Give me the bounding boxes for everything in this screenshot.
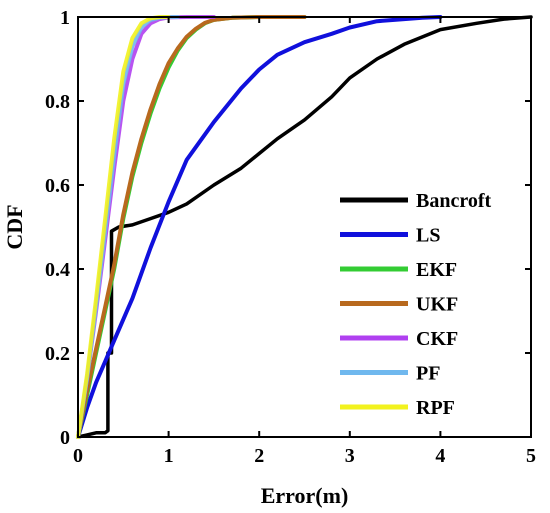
x-tick-label: 1 xyxy=(164,445,174,467)
x-tick-label: 0 xyxy=(73,445,83,467)
series-line-ls xyxy=(76,15,443,439)
legend-label-ekf: EKF xyxy=(416,259,457,281)
y-tick-label: 1 xyxy=(60,7,70,29)
y-tick-label: 0 xyxy=(60,427,70,449)
x-tick-label: 4 xyxy=(435,445,445,467)
legend-label-ls: LS xyxy=(416,225,440,247)
series-line-ekf xyxy=(76,15,307,439)
y-axis-title: CDF xyxy=(2,204,27,249)
legend-label-pf: PF xyxy=(416,363,440,385)
x-tick-label: 3 xyxy=(345,445,355,467)
y-tick-label: 0.6 xyxy=(45,175,70,197)
series-layer xyxy=(76,15,533,439)
series-line-ukf xyxy=(76,15,307,439)
legend: Bancroft LS EKF UKF CKF PF RPF xyxy=(340,190,492,419)
legend-label-bancroft: Bancroft xyxy=(416,190,492,212)
axis-ticks: 0 1 2 3 4 5 0 0.2 0.4 0.6 0.8 1 xyxy=(45,7,536,467)
y-tick-label: 0.4 xyxy=(45,259,70,281)
y-tick-label: 0.2 xyxy=(45,343,70,365)
legend-label-ckf: CKF xyxy=(416,328,458,350)
legend-label-rpf: RPF xyxy=(416,397,455,419)
series-line-bancroft xyxy=(76,15,533,439)
x-axis-title: Error(m) xyxy=(261,483,349,508)
plot-frame xyxy=(77,16,532,438)
y-tick-label: 0.8 xyxy=(45,91,70,113)
x-tick-label: 5 xyxy=(526,445,536,467)
legend-label-ukf: UKF xyxy=(416,294,458,316)
x-tick-label: 2 xyxy=(254,445,264,467)
